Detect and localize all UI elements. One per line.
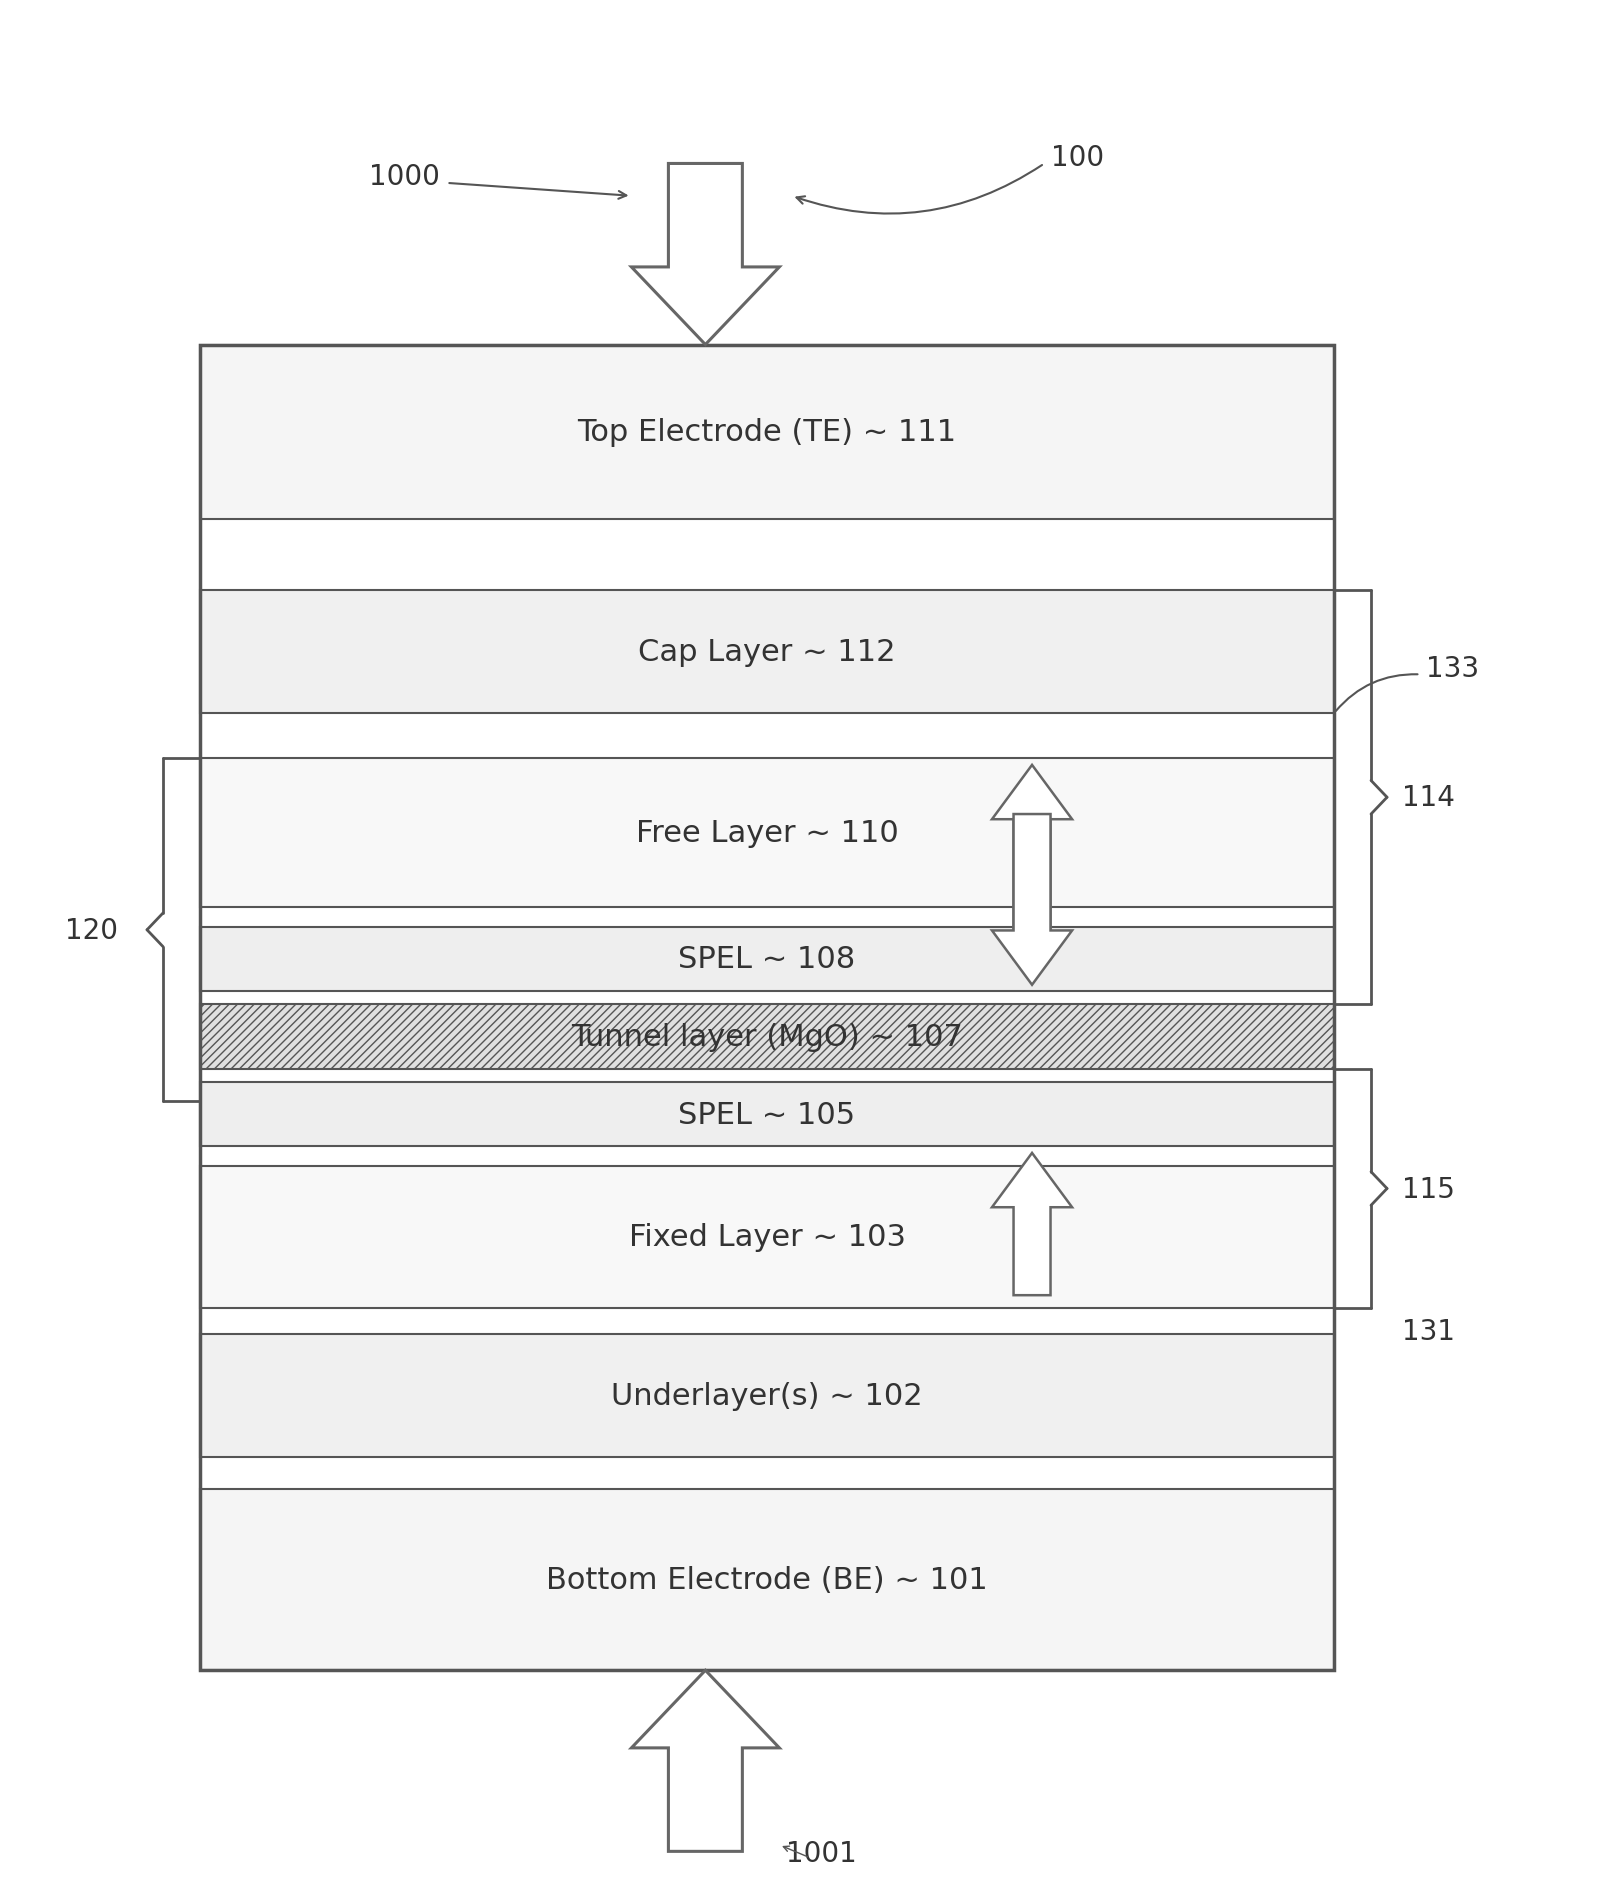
Text: Cap Layer ~ 112: Cap Layer ~ 112: [638, 637, 895, 667]
Bar: [199, 1489, 1334, 1671]
Text: 114: 114: [1401, 784, 1454, 812]
Text: 100: 100: [1049, 145, 1102, 171]
Bar: [199, 1166, 1334, 1308]
Bar: [199, 346, 1334, 1671]
Text: 131: 131: [1401, 1318, 1454, 1346]
Polygon shape: [992, 814, 1072, 985]
Text: 120: 120: [64, 917, 117, 946]
Bar: [199, 927, 1334, 993]
Text: Fixed Layer ~ 103: Fixed Layer ~ 103: [628, 1222, 905, 1252]
Text: 133: 133: [1425, 654, 1478, 682]
Bar: [199, 1083, 1334, 1147]
Text: Tunnel layer (MgO) ~ 107: Tunnel layer (MgO) ~ 107: [570, 1023, 963, 1051]
Polygon shape: [632, 164, 779, 346]
Bar: [199, 1004, 1334, 1070]
Text: Bottom Electrode (BE) ~ 101: Bottom Electrode (BE) ~ 101: [546, 1566, 987, 1594]
Text: Top Electrode (TE) ~ 111: Top Electrode (TE) ~ 111: [577, 417, 956, 447]
Text: 1000: 1000: [370, 164, 440, 192]
Text: Underlayer(s) ~ 102: Underlayer(s) ~ 102: [611, 1382, 922, 1410]
Polygon shape: [992, 765, 1072, 959]
Text: 1001: 1001: [786, 1839, 857, 1867]
Text: Free Layer ~ 110: Free Layer ~ 110: [635, 820, 898, 848]
Text: SPEL ~ 105: SPEL ~ 105: [678, 1100, 855, 1130]
Polygon shape: [992, 1152, 1072, 1295]
Bar: [199, 760, 1334, 908]
Bar: [199, 590, 1334, 714]
Text: SPEL ~ 108: SPEL ~ 108: [678, 946, 855, 974]
Bar: [199, 1335, 1334, 1457]
Text: 115: 115: [1401, 1175, 1454, 1203]
Polygon shape: [632, 1671, 779, 1852]
Bar: [199, 346, 1334, 521]
